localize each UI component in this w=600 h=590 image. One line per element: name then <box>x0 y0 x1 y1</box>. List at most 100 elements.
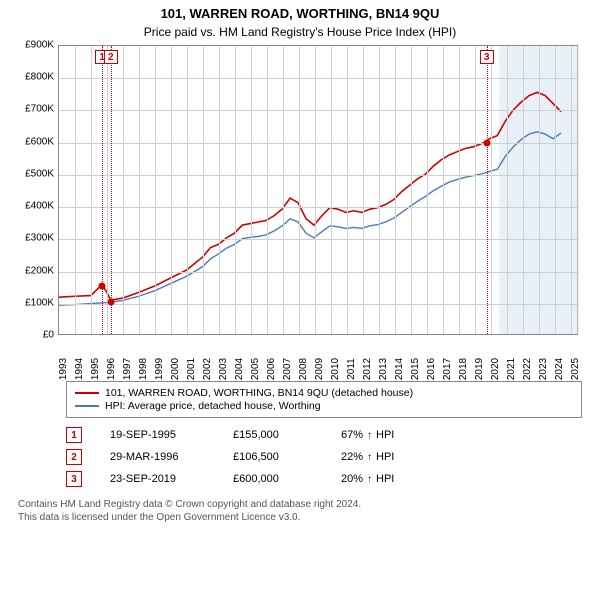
marker-box: 2 <box>104 50 118 64</box>
sales-pct: 20%↑HPI <box>341 473 394 485</box>
legend: 101, WARREN ROAD, WORTHING, BN14 9QU (de… <box>66 381 582 418</box>
y-tick-label: £300K <box>25 233 54 244</box>
marker-vline <box>102 46 103 334</box>
gridline-v <box>507 46 508 334</box>
x-tick-label: 1993 <box>58 358 69 380</box>
gridline-v <box>283 46 284 334</box>
sales-row: 1 19-SEP-1995 £155,000 67%↑HPI <box>66 424 582 446</box>
sales-table: 119-SEP-1995£155,00067%↑HPI229-MAR-1996£… <box>66 424 582 490</box>
x-tick-label: 2004 <box>234 358 245 380</box>
x-tick-label: 2009 <box>314 358 325 380</box>
marker-vline <box>487 46 488 334</box>
y-tick-label: £900K <box>25 40 54 51</box>
gridline-v <box>555 46 556 334</box>
y-tick-label: £100K <box>25 297 54 308</box>
gridline-v <box>331 46 332 334</box>
footer-line-2: This data is licensed under the Open Gov… <box>18 511 582 524</box>
gridline-h <box>59 143 577 144</box>
gridline-v <box>187 46 188 334</box>
sales-pct: 22%↑HPI <box>341 451 394 463</box>
sales-num-box: 3 <box>66 471 82 487</box>
footer-line-1: Contains HM Land Registry data © Crown c… <box>18 498 582 511</box>
x-tick-label: 2007 <box>282 358 293 380</box>
arrow-up-icon: ↑ <box>367 430 372 441</box>
gridline-v <box>203 46 204 334</box>
chart-svg <box>59 46 577 334</box>
chart-subtitle: Price paid vs. HM Land Registry's House … <box>4 25 596 39</box>
gridline-v <box>139 46 140 334</box>
gridline-v <box>299 46 300 334</box>
gridline-h <box>59 207 577 208</box>
plot-area: 123 <box>58 45 578 335</box>
chart-area: £0 £100K £200K £300K £400K £500K £600K £700K £80… <box>10 45 590 375</box>
gridline-v <box>395 46 396 334</box>
y-tick-label: £400K <box>25 201 54 212</box>
gridline-v <box>539 46 540 334</box>
sales-pct: 67%↑HPI <box>341 429 394 441</box>
sales-price: £106,500 <box>233 451 313 463</box>
gridline-v <box>427 46 428 334</box>
x-tick-label: 2003 <box>218 358 229 380</box>
gridline-v <box>523 46 524 334</box>
x-tick-label: 1996 <box>106 358 117 380</box>
x-tick-label: 2025 <box>570 358 581 380</box>
y-axis: £0£100K£200K£300K£400K£500K£600K£700K£80… <box>10 45 58 335</box>
sales-price: £600,000 <box>233 473 313 485</box>
arrow-up-icon: ↑ <box>367 474 372 485</box>
sales-num-box: 1 <box>66 427 82 443</box>
x-axis: 1993199419951996199719981999200020012002… <box>58 337 578 375</box>
x-tick-label: 2002 <box>202 358 213 380</box>
sales-row: 323-SEP-2019£600,00020%↑HPI <box>66 468 582 490</box>
gridline-v <box>315 46 316 334</box>
gridline-v <box>107 46 108 334</box>
sales-num-box: 2 <box>66 449 82 465</box>
gridline-v <box>267 46 268 334</box>
gridline-h <box>59 78 577 79</box>
gridline-h <box>59 304 577 305</box>
legend-label: HPI: Average price, detached house, Wort… <box>105 400 321 412</box>
x-tick-label: 2006 <box>266 358 277 380</box>
x-tick-label: 2018 <box>458 358 469 380</box>
x-tick-label: 1997 <box>122 358 133 380</box>
x-tick-label: 2010 <box>330 358 341 380</box>
legend-row: HPI: Average price, detached house, Wort… <box>75 400 573 412</box>
marker-dot <box>483 139 490 146</box>
x-tick-label: 2019 <box>474 358 485 380</box>
x-tick-label: 1999 <box>154 358 165 380</box>
x-tick-label: 2022 <box>522 358 533 380</box>
sales-row: 229-MAR-1996£106,50022%↑HPI <box>66 446 582 468</box>
sales-price: £155,000 <box>233 429 313 441</box>
x-tick-label: 2016 <box>426 358 437 380</box>
x-tick-label: 2013 <box>378 358 389 380</box>
gridline-v <box>443 46 444 334</box>
x-tick-label: 2020 <box>490 358 501 380</box>
legend-label: 101, WARREN ROAD, WORTHING, BN14 9QU (de… <box>105 387 413 399</box>
y-tick-label: £200K <box>25 265 54 276</box>
arrow-up-icon: ↑ <box>367 452 372 463</box>
x-tick-label: 2017 <box>442 358 453 380</box>
gridline-v <box>347 46 348 334</box>
x-tick-label: 2023 <box>538 358 549 380</box>
x-tick-label: 2001 <box>186 358 197 380</box>
gridline-v <box>363 46 364 334</box>
marker-box: 3 <box>480 50 494 64</box>
gridline-v <box>123 46 124 334</box>
x-tick-label: 1994 <box>74 358 85 380</box>
y-tick-label: £0 <box>43 330 54 341</box>
x-tick-label: 2011 <box>346 358 357 380</box>
x-tick-label: 2000 <box>170 358 181 380</box>
gridline-v <box>459 46 460 334</box>
gridline-v <box>251 46 252 334</box>
marker-dot <box>107 298 114 305</box>
x-tick-label: 2015 <box>410 358 421 380</box>
y-tick-label: £500K <box>25 168 54 179</box>
x-tick-label: 2014 <box>394 358 405 380</box>
y-tick-label: £800K <box>25 72 54 83</box>
gridline-v <box>75 46 76 334</box>
footer: Contains HM Land Registry data © Crown c… <box>18 498 582 524</box>
y-tick-label: £600K <box>25 136 54 147</box>
x-tick-label: 1995 <box>90 358 101 380</box>
gridline-v <box>491 46 492 334</box>
y-tick-label: £700K <box>25 104 54 115</box>
sales-date: 19-SEP-1995 <box>110 429 205 441</box>
